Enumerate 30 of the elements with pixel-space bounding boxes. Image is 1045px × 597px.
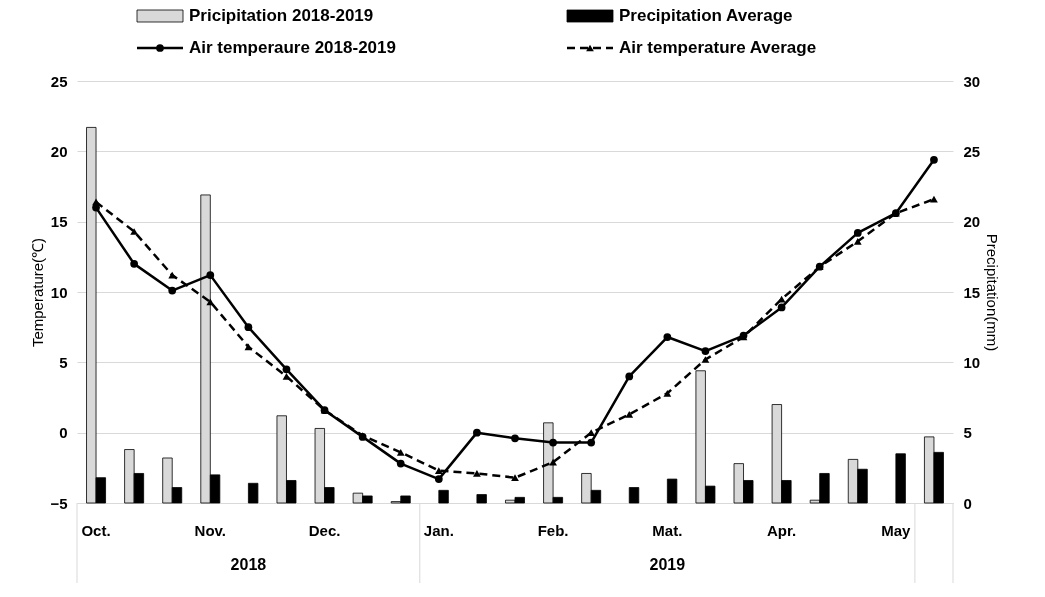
legend-label: Air temperature Average: [619, 38, 817, 57]
legend-label: Precipitation Average: [619, 6, 793, 25]
legend-label: Pricipitation 2018-2019: [189, 6, 374, 25]
y-axis-title: Temperature(℃): [29, 237, 47, 348]
y-tick-label: 0: [59, 424, 68, 442]
y-tick-label: 5: [59, 353, 68, 371]
y2-axis-title: Precipitation(mm): [984, 233, 1002, 352]
y2-tick-label: 10: [963, 353, 981, 371]
y2-tick-label: 25: [963, 142, 981, 160]
text: 2018: [230, 556, 267, 573]
x-tick-label: Jan.: [423, 521, 454, 539]
x-tick-label: Oct.: [81, 521, 111, 539]
y-tick-label: −5: [50, 494, 68, 512]
y-tick-label: 20: [50, 142, 68, 160]
text: 2019: [649, 556, 686, 573]
y-tick-label: 15: [50, 213, 68, 231]
y2-tick-label: 15: [963, 283, 981, 301]
x-tick-label: Dec.: [308, 521, 341, 539]
legend-label: Air temperaure 2018-2019: [189, 38, 396, 57]
y2-tick-label: 0: [963, 494, 972, 512]
x-tick-label: Feb.: [537, 521, 569, 539]
y-tick-label: 25: [50, 72, 68, 90]
y-tick-label: 10: [50, 283, 68, 301]
y2-tick-label: 20: [963, 213, 981, 231]
x-tick-label: Nov.: [194, 521, 227, 539]
x-tick-label: Apr.: [767, 521, 797, 539]
y2-tick-label: 30: [963, 72, 981, 90]
y2-tick-label: 5: [963, 424, 972, 442]
x-tick-label: Mat.: [652, 521, 683, 539]
x-tick-label: May: [881, 521, 912, 539]
